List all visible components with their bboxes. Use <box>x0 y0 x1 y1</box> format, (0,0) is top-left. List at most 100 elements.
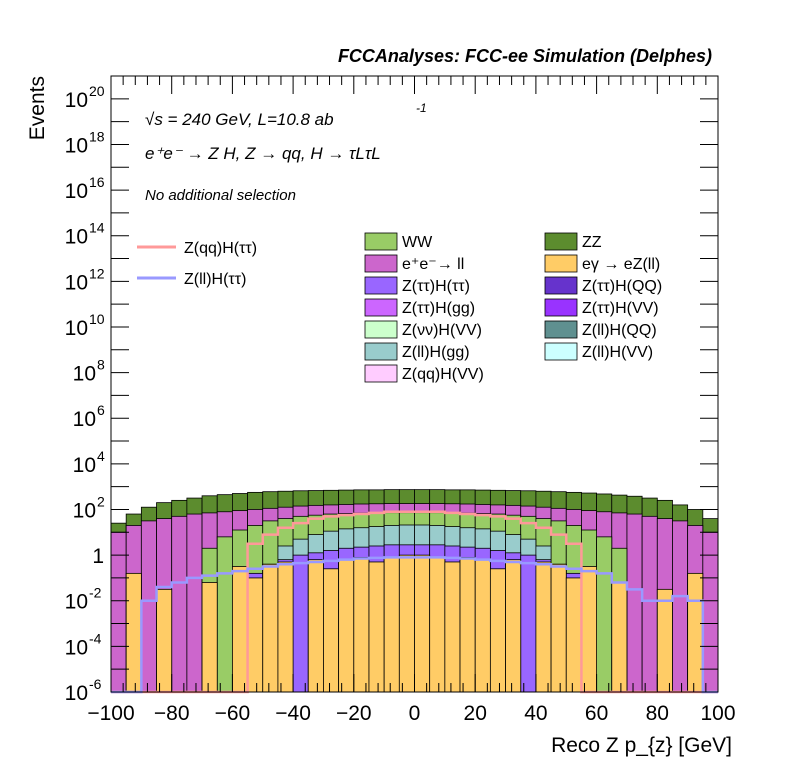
fill-legend-swatch <box>364 254 398 273</box>
y-tick-label: 10 <box>73 499 96 522</box>
fill-legend-label: Z(ττ)H(gg) <box>402 300 475 317</box>
bar-1-4 <box>171 515 188 693</box>
y-tick-label: 10 <box>73 363 96 386</box>
y-tick-exponent: 18 <box>89 128 105 144</box>
x-tick-label: 100 <box>700 702 735 725</box>
process-annotation: e⁺e⁻ → Z H, Z → qq, H → τLτL <box>145 144 381 163</box>
y-tick-exponent: 16 <box>89 174 105 190</box>
bar-5-14 <box>323 568 340 693</box>
fill-legend-label: Z(ττ)H(VV) <box>582 300 659 317</box>
y-tick-label: 10 <box>65 180 88 203</box>
x-tick-label: 40 <box>524 702 547 725</box>
y-tick-exponent: -6 <box>89 676 102 692</box>
bar-1-37 <box>672 520 689 693</box>
y-tick-label: 1 <box>92 545 104 568</box>
line-legend-label: Z(ll)H(ττ) <box>184 271 246 288</box>
y-tick-label: 10 <box>73 454 96 477</box>
chart-title: FCCAnalyses: FCC-ee Simulation (Delphes) <box>338 46 712 66</box>
bar-5-31 <box>581 566 597 693</box>
y-tick-label: 10 <box>65 271 88 294</box>
fill-legend-label: ZZ <box>582 234 602 251</box>
bar-4-27 <box>520 554 537 693</box>
line-0 <box>111 510 718 694</box>
bar-5-33 <box>611 582 628 693</box>
line-legend: Z(qq)H(ττ) Z(ll)H(ττ) <box>137 240 257 288</box>
y-tick-exponent: 12 <box>89 265 105 281</box>
fill-legend-label: WW <box>402 234 433 251</box>
line-1 <box>111 556 718 694</box>
x-tick-label: −40 <box>275 702 311 725</box>
x-tick-label: −20 <box>336 702 372 725</box>
fill-legend-label: Z(ll)H(gg) <box>402 344 470 361</box>
fill-legend-swatch <box>544 320 578 339</box>
fill-legend-swatch <box>364 276 398 295</box>
bar-5-10 <box>262 563 279 693</box>
x-axis-ticks: −100 −80 −60 −40 −20 0 20 40 60 80 100 <box>87 76 736 725</box>
bar-5-23 <box>459 556 476 693</box>
y-tick-label: 10 <box>65 226 88 249</box>
bar-2-7 <box>216 536 233 693</box>
luminosity-unit-sup: -1 <box>416 101 427 115</box>
bar-4-12 <box>292 554 309 693</box>
stacked-bars <box>110 489 719 693</box>
x-tick-label: −100 <box>87 702 134 725</box>
x-tick-label: −60 <box>215 702 251 725</box>
x-tick-label: 60 <box>585 702 608 725</box>
y-tick-label: 10 <box>65 591 88 614</box>
y-axis-label: Events <box>26 76 49 140</box>
y-tick-exponent: 10 <box>89 311 105 327</box>
bar-5-28 <box>535 561 552 693</box>
y-tick-exponent: 8 <box>97 357 105 373</box>
x-tick-label: 20 <box>464 702 487 725</box>
signal-lines <box>111 510 718 694</box>
bar-5-17 <box>368 561 385 693</box>
bar-5-26 <box>505 559 522 693</box>
fill-legend-swatch <box>544 276 578 295</box>
bar-5-9 <box>247 577 264 693</box>
fill-legend-swatch <box>544 298 578 317</box>
x-tick-label: 0 <box>409 702 421 725</box>
bar-5-36 <box>656 588 673 693</box>
fill-legend-swatch <box>544 254 578 273</box>
fill-legend-label: Z(ττ)H(ττ) <box>402 278 470 295</box>
bar-5-38 <box>687 572 704 693</box>
x-tick-label: 80 <box>646 702 669 725</box>
bar-5-15 <box>338 559 355 693</box>
bar-5-8 <box>231 566 248 693</box>
y-tick-exponent: 14 <box>89 220 105 236</box>
y-tick-exponent: 20 <box>89 83 105 99</box>
y-tick-label: 10 <box>65 682 88 705</box>
energy-annotation: √s = 240 GeV, L=10.8 ab <box>145 110 334 129</box>
bar-5-21 <box>429 556 446 693</box>
bar-5-1 <box>125 572 142 693</box>
fill-legend-label: Z(νν)H(VV) <box>402 322 482 339</box>
bar-2-32 <box>596 536 613 693</box>
y-tick-label: 10 <box>65 134 88 157</box>
fill-legend: WW ZZ e⁺e⁻→ ll eγ → eZ(ll) Z(ττ)H(ττ) Z(ττ)H(… <box>364 232 662 383</box>
bar-5-19 <box>398 554 415 693</box>
y-tick-label: 10 <box>73 408 96 431</box>
y-tick-exponent: -2 <box>89 585 102 601</box>
x-axis-label: Reco Z p_{z} [GeV] <box>551 734 732 757</box>
bar-1-39 <box>702 531 719 693</box>
bar-5-11 <box>277 561 294 693</box>
fill-legend-label: e⁺e⁻→ ll <box>402 256 464 273</box>
bar-5-20 <box>414 554 431 693</box>
x-tick-label: −80 <box>154 702 190 725</box>
bar-5-6 <box>201 582 218 693</box>
selection-annotation: No additional selection <box>145 187 296 204</box>
y-tick-exponent: 4 <box>97 448 105 464</box>
fill-legend-label: Z(ll)H(VV) <box>582 344 653 361</box>
y-tick-label: 10 <box>65 636 88 659</box>
fill-legend-swatch <box>364 320 398 339</box>
fill-legend-swatch <box>544 232 578 251</box>
bar-5-25 <box>489 568 506 693</box>
fill-legend-swatch <box>364 232 398 251</box>
fill-legend-label: Z(qq)H(VV) <box>402 366 484 383</box>
bar-5-24 <box>474 559 491 693</box>
fill-legend-label: Z(ll)H(QQ) <box>582 322 657 339</box>
y-tick-exponent: 6 <box>97 402 105 418</box>
bar-5-29 <box>550 563 567 693</box>
